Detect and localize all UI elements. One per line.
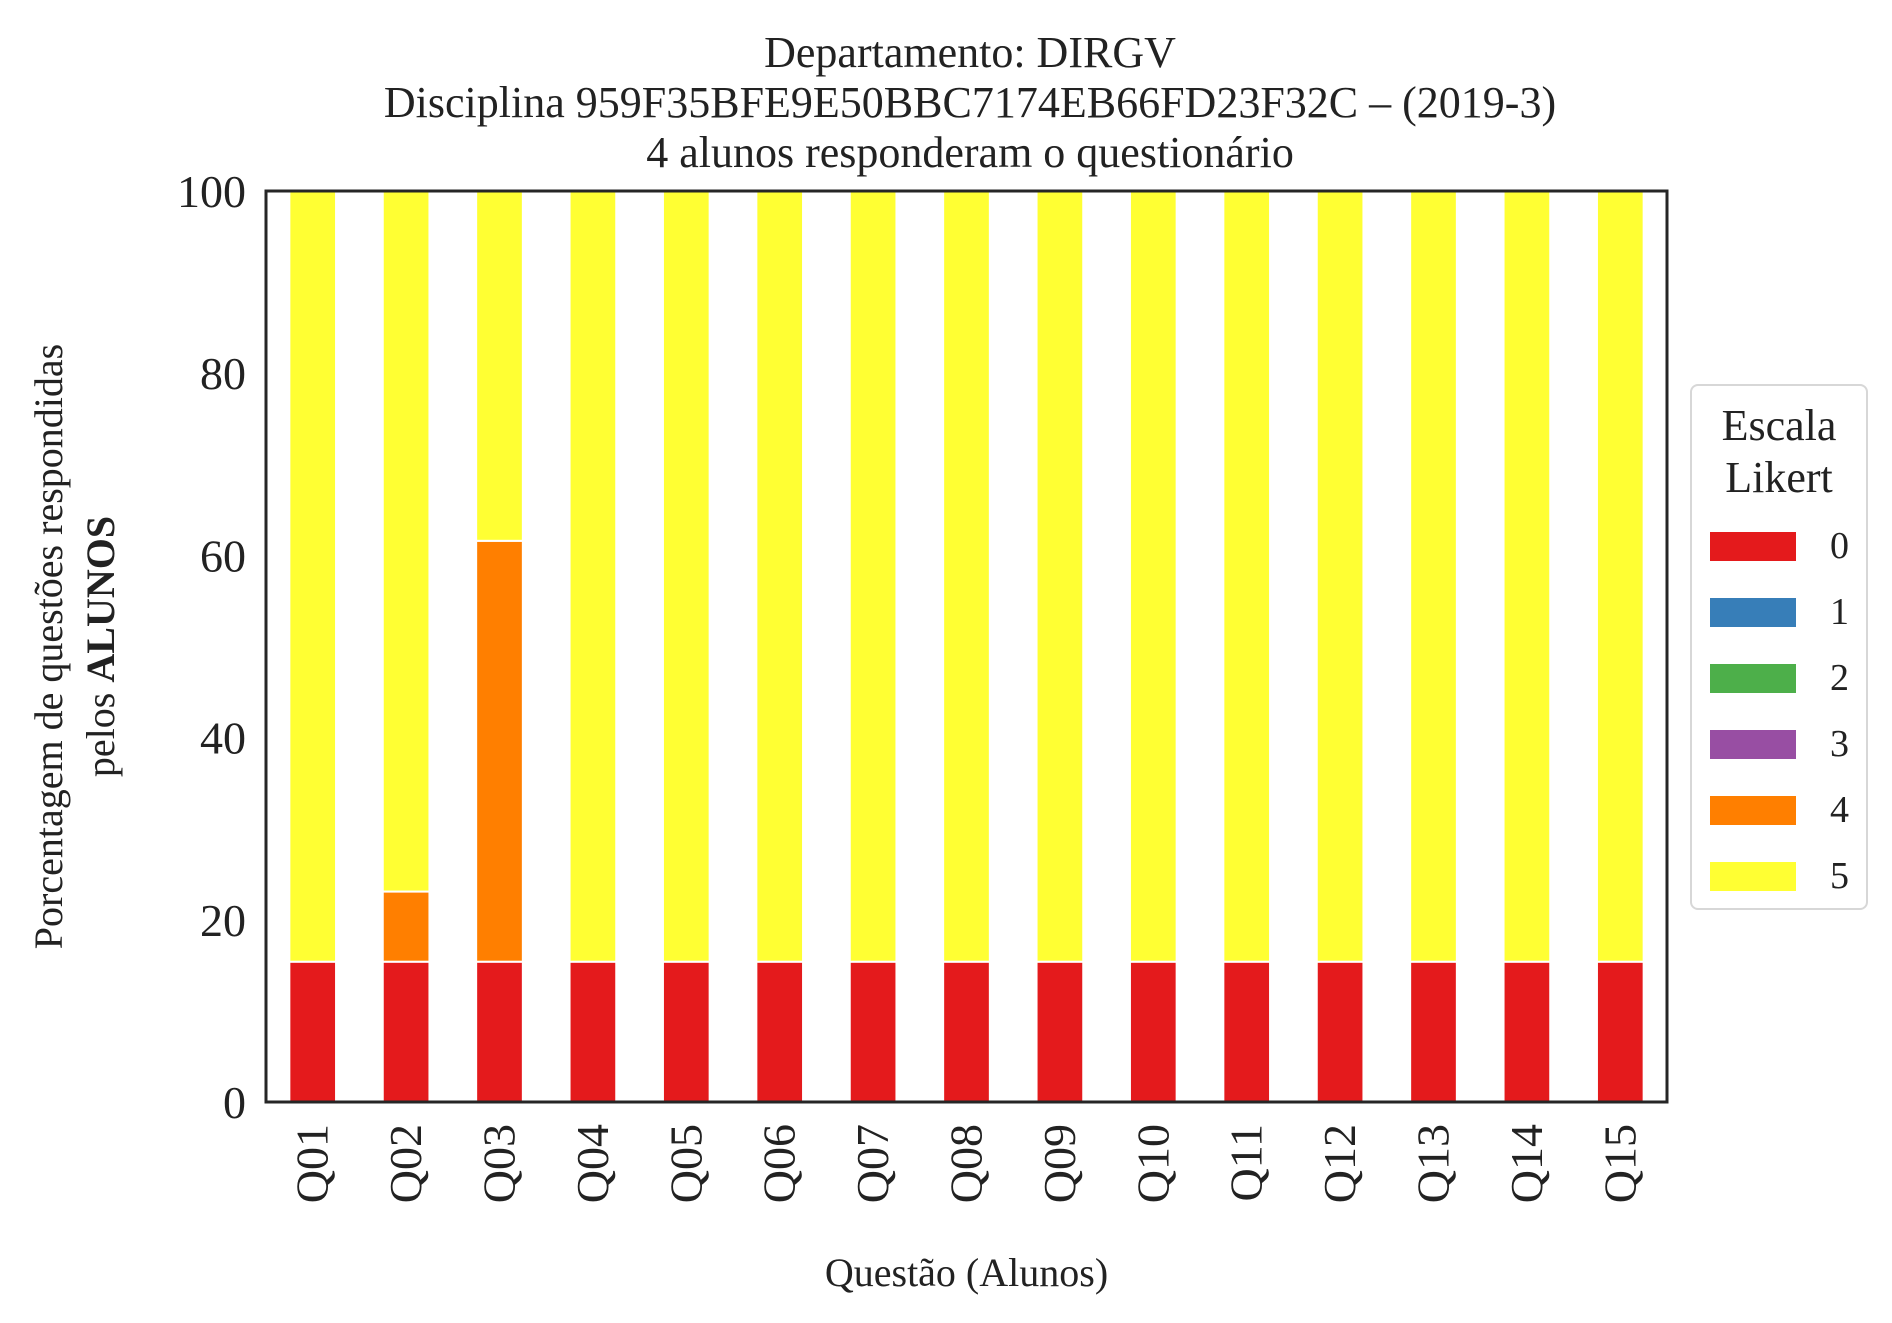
legend-title-line-2: Likert (1725, 453, 1833, 502)
bar-segment-q13-likert-0 (1409, 960, 1458, 1103)
y-axis-label-line-2: pelos ALUNOS (78, 516, 123, 777)
x-tick-label-q09: Q09 (1034, 1124, 1085, 1203)
y-tick-label-80: 80 (200, 348, 246, 399)
chart-title-line-2: Disciplina 959F35BFE9E50BBC7174EB66FD23F… (383, 78, 1557, 127)
bar-segment-q11-likert-5 (1222, 190, 1272, 963)
x-tick-label-q11: Q11 (1221, 1124, 1272, 1202)
x-tick-label-q12: Q12 (1314, 1124, 1365, 1203)
legend-swatch-4 (1710, 796, 1796, 825)
legend-title-line-1: Escala (1721, 401, 1837, 450)
bar-segment-q15-likert-5 (1595, 190, 1645, 963)
legend-swatch-2 (1710, 664, 1796, 693)
y-tick-label-100: 100 (177, 166, 246, 217)
legend-label-4: 4 (1830, 789, 1849, 831)
bar-segment-q12-likert-0 (1315, 960, 1365, 1103)
bar-segment-q08-likert-0 (942, 960, 991, 1103)
legend-label-2: 2 (1830, 657, 1849, 699)
x-tick-label-q03: Q03 (474, 1124, 525, 1203)
bar-segment-q07-likert-0 (848, 960, 898, 1103)
x-tick-label-q08: Q08 (941, 1124, 992, 1203)
x-axis-label: Questão (Alunos) (825, 1250, 1108, 1295)
bar-segment-q03-likert-0 (475, 960, 524, 1103)
legend-title: Escala Likert (1692, 400, 1866, 504)
bar-segment-q10-likert-0 (1128, 960, 1178, 1103)
bar-segment-q14-likert-0 (1502, 960, 1552, 1103)
legend-item-5: 5 (1710, 850, 1860, 898)
chart-title-line-3: 4 alunos responderam o questionário (646, 128, 1294, 177)
y-tick-label-20: 20 (200, 895, 246, 946)
bar-segment-q02-likert-5 (381, 190, 431, 893)
bar-segment-q02-likert-0 (381, 960, 431, 1103)
bar-segment-q06-likert-0 (755, 960, 805, 1103)
bar-segment-q06-likert-5 (755, 190, 805, 963)
bar-segment-q10-likert-5 (1128, 190, 1178, 963)
x-axis-ticks: Q01 Q02 Q03 Q04 Q05 Q06 Q07 Q08 Q09 Q10 Q11 Q12 Q13 Q… (287, 1124, 1646, 1203)
y-axis-label-prefix: pelos (78, 683, 123, 777)
legend-swatch-0 (1710, 532, 1796, 561)
bar-segment-q13-likert-5 (1409, 190, 1458, 963)
bar-segment-q11-likert-0 (1222, 960, 1272, 1103)
legend-item-0: 0 (1710, 520, 1860, 568)
y-tick-label-40: 40 (200, 713, 246, 764)
legend-item-3: 3 (1710, 718, 1860, 766)
bar-segment-q12-likert-5 (1315, 190, 1365, 963)
legend-swatch-5 (1710, 862, 1796, 891)
x-tick-label-q01: Q01 (287, 1124, 338, 1203)
x-tick-label-q06: Q06 (754, 1124, 805, 1203)
y-tick-label-60: 60 (200, 530, 246, 581)
bar-segment-q15-likert-0 (1595, 960, 1645, 1103)
bar-segment-q01-likert-5 (288, 190, 338, 963)
bar-segment-q01-likert-0 (288, 960, 338, 1103)
bar-segment-q03-likert-5 (475, 190, 524, 542)
x-tick-label-q15: Q15 (1594, 1124, 1645, 1203)
bar-segment-q09-likert-0 (1035, 960, 1085, 1103)
bar-segment-q04-likert-5 (568, 190, 618, 963)
legend-item-2: 2 (1710, 652, 1860, 700)
legend-item-4: 4 (1710, 784, 1860, 832)
bars-group (288, 190, 1645, 1103)
y-axis-label-bold: ALUNOS (78, 516, 123, 683)
legend-label-5: 5 (1830, 855, 1849, 897)
x-tick-label-q05: Q05 (660, 1124, 711, 1203)
bar-segment-q08-likert-5 (942, 190, 991, 963)
y-tick-label-0: 0 (223, 1077, 246, 1128)
x-tick-label-q02: Q02 (380, 1124, 431, 1203)
legend-label-0: 0 (1830, 525, 1849, 567)
legend-swatch-1 (1710, 598, 1796, 627)
bar-segment-q14-likert-5 (1502, 190, 1552, 963)
x-tick-label-q04: Q04 (567, 1124, 618, 1203)
x-tick-label-q14: Q14 (1501, 1124, 1552, 1203)
bar-segment-q03-likert-4 (475, 539, 524, 963)
x-tick-label-q13: Q13 (1408, 1124, 1459, 1203)
x-tick-label-q07: Q07 (847, 1124, 898, 1203)
legend: Escala Likert 0 1 2 3 4 5 (1690, 384, 1868, 910)
x-tick-label-q10: Q10 (1127, 1124, 1178, 1203)
bar-segment-q07-likert-5 (848, 190, 898, 963)
bar-segment-q05-likert-0 (661, 960, 711, 1103)
legend-swatch-3 (1710, 730, 1796, 759)
plot-frame (264, 189, 1669, 1104)
y-axis-ticks: 0 20 40 60 80 100 (177, 166, 246, 1128)
bar-segment-q04-likert-0 (568, 960, 618, 1103)
legend-label-1: 1 (1830, 591, 1849, 633)
y-axis-label-line-1: Porcentagem de questões respondidas (26, 344, 71, 949)
chart-title-line-1: Departamento: DIRGV (764, 28, 1176, 77)
bar-segment-q09-likert-5 (1035, 190, 1085, 963)
y-axis-label: Porcentagem de questões respondidas pelo… (26, 344, 123, 949)
legend-label-3: 3 (1830, 723, 1849, 765)
legend-item-1: 1 (1710, 586, 1860, 634)
bar-segment-q05-likert-5 (661, 190, 711, 963)
bar-segment-q02-likert-4 (381, 890, 431, 963)
